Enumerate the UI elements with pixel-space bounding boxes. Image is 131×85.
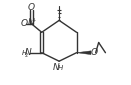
Text: N: N (25, 48, 32, 57)
Text: H: H (22, 50, 27, 56)
Text: H: H (58, 65, 63, 71)
Polygon shape (77, 51, 91, 55)
Text: N: N (28, 18, 34, 27)
Text: N: N (53, 63, 59, 73)
Text: O: O (90, 48, 98, 57)
Text: 2: 2 (25, 53, 28, 58)
Text: O: O (20, 19, 27, 28)
Text: -: - (21, 18, 23, 23)
Text: +: + (32, 18, 36, 23)
Text: O: O (28, 3, 35, 12)
